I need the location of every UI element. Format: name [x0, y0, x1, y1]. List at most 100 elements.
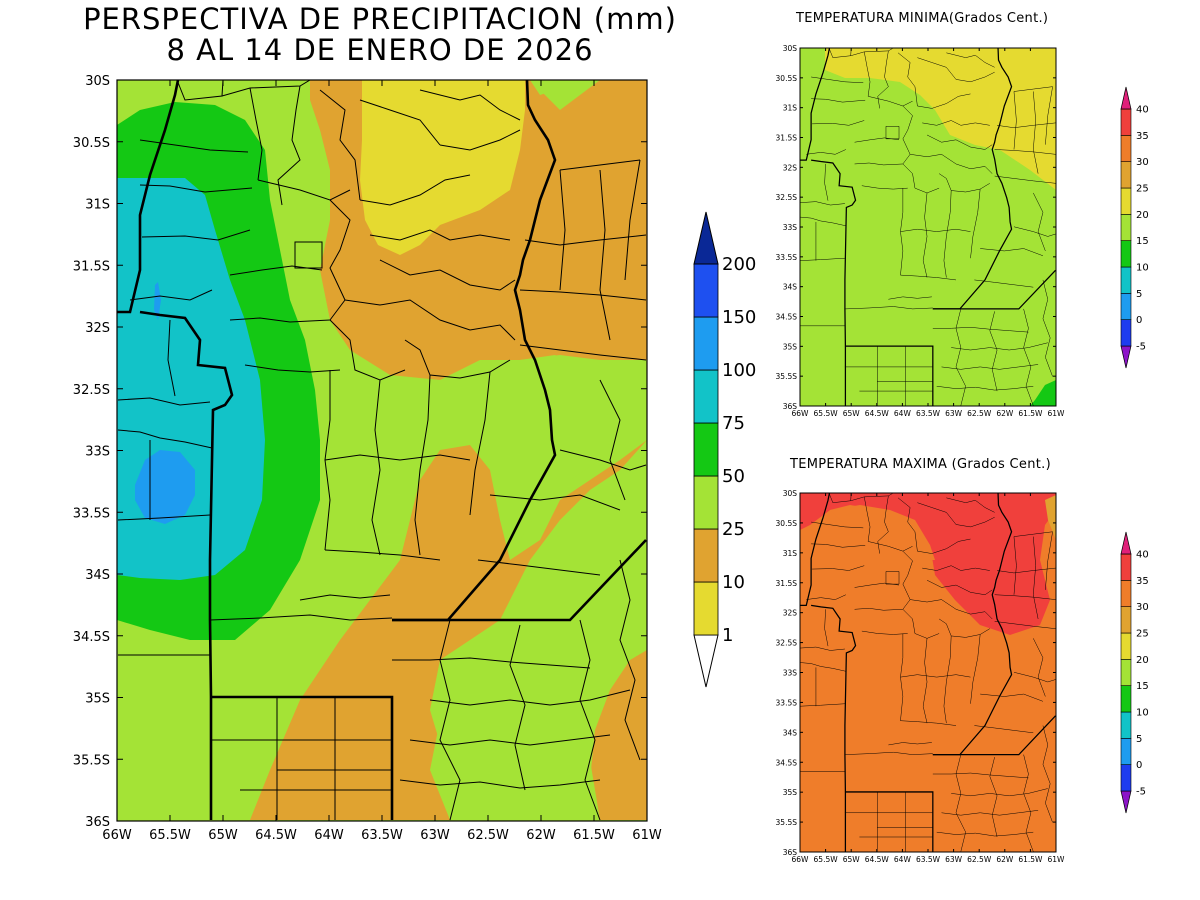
tmax-colorbar-label: 20	[1136, 655, 1149, 666]
tmax-lat-label: 30S	[783, 489, 798, 498]
tmin-lon-label: 63.5W	[916, 409, 941, 418]
precip-lon-label: 64.5W	[255, 828, 297, 843]
tmin-lon-label: 66W	[792, 409, 810, 418]
precip-lat-label: 30S	[85, 74, 110, 89]
tmin-lon-label: 65.5W	[814, 409, 839, 418]
tmin-colorbar-label: 30	[1136, 157, 1149, 168]
tmin-lat-label: 30.5S	[776, 74, 798, 83]
precip-colorbar-upper-tip	[693, 211, 719, 265]
tmax-colorbar-swatch	[1120, 738, 1132, 765]
tmax-lon-label: 64W	[894, 855, 912, 864]
precip-lat-label: 35.5S	[73, 753, 110, 768]
tmin-lat-label: 35S	[783, 342, 798, 351]
tmax-lon-label: 62.5W	[967, 855, 992, 864]
tmin-lat-label: 31S	[783, 104, 798, 113]
tmin-lon-label: 64W	[894, 409, 912, 418]
precip-lon-label: 65W	[208, 828, 238, 843]
tmax-zone-35-40	[800, 493, 1056, 635]
tmin-lon-label: 61W	[1048, 409, 1066, 418]
tmax-lon-label: 61W	[1048, 855, 1066, 864]
precip-lat-label: 33S	[85, 445, 110, 460]
precip-zone-25-50-southeast	[430, 440, 647, 820]
tmin-colorbar-swatch	[1120, 161, 1132, 189]
tmin-colorbar-label: 35	[1136, 131, 1149, 142]
precip-colorbar: 1 10 25 50 75 100 150 200	[693, 211, 756, 688]
tmin-colorbar-label: 10	[1136, 263, 1149, 274]
tmin-colorbar-swatch	[1120, 108, 1132, 136]
tmin-colorbar-swatch	[1120, 214, 1132, 241]
tmax-colorbar-swatch	[1120, 764, 1132, 792]
tmax-colorbar-label: 40	[1136, 550, 1149, 561]
precip-lon-label: 65.5W	[149, 828, 191, 843]
precipitation-map: 30S 30.5S 31S 31.5S 32S 32.5S 33S 33.5S 34S 34.5S…	[73, 74, 662, 843]
precip-zone-25-50-ne	[530, 80, 600, 95]
tmin-map: 30S 30.5S 31S 31.5S 32S 32.5S 33S 33.5S 34S 34.5S…	[776, 44, 1149, 418]
tmax-lat-label: 32.5S	[776, 639, 798, 648]
tmin-zone-20-25	[825, 48, 1056, 190]
tmin-lon-label: 62.5W	[967, 409, 992, 418]
tmin-colorbar-label: 0	[1136, 315, 1142, 326]
tmin-lat-label: 36S	[783, 402, 798, 411]
tmax-colorbar-label: 15	[1136, 681, 1149, 692]
precip-colorbar-label: 200	[722, 254, 756, 275]
tmax-zone-25-30	[1045, 495, 1056, 540]
precip-lon-label: 62.5W	[467, 828, 509, 843]
tmax-zone-30-35-inner	[830, 505, 935, 560]
precip-zone-100-150-small	[154, 282, 161, 320]
tmin-lon-label: 63W	[945, 409, 963, 418]
tmax-colorbar-label: 25	[1136, 629, 1149, 640]
precip-colorbar-swatch	[693, 316, 719, 371]
precip-lon-label: 61.5W	[573, 828, 615, 843]
tmax-colorbar-label: 35	[1136, 576, 1149, 587]
precip-lat-label: 30.5S	[73, 136, 110, 151]
precip-colorbar-swatch	[693, 369, 719, 424]
tmax-lat-label: 31S	[783, 549, 798, 558]
tmax-colorbar-upper-tip	[1120, 531, 1132, 555]
tmax-colorbar-label: 30	[1136, 602, 1149, 613]
precip-colorbar-swatch	[693, 475, 719, 530]
tmax-lat-label: 33.5S	[776, 698, 798, 707]
tmin-colorbar-label: 40	[1136, 105, 1149, 116]
precip-lon-label: 66W	[102, 828, 132, 843]
precip-lat-label: 33.5S	[73, 506, 110, 521]
tmin-lat-label: 33.5S	[776, 253, 798, 262]
tmax-lon-label: 61.5W	[1018, 855, 1043, 864]
tmax-lon-label: 64.5W	[865, 855, 890, 864]
precip-lon-label: 63.5W	[361, 828, 403, 843]
tmin-axes: 30S 30.5S 31S 31.5S 32S 32.5S 33S 33.5S 34S 34.5S…	[776, 44, 1066, 418]
precip-zone-1-10	[360, 80, 525, 255]
precip-lat-label: 34.5S	[73, 630, 110, 645]
precip-lat-label: 32S	[85, 321, 110, 336]
tmin-colorbar-swatch	[1120, 319, 1132, 347]
tmin-colorbar-swatch	[1120, 293, 1132, 320]
precip-colorbar-label: 50	[722, 466, 745, 487]
precip-colorbar-label: 25	[722, 519, 745, 540]
tmin-colorbar-label: 25	[1136, 184, 1149, 195]
precipitation-title-line2: 8 AL 14 DE ENERO DE 2026	[166, 33, 594, 67]
tmin-lon-label: 64.5W	[865, 409, 890, 418]
tmin-lat-label: 32S	[783, 163, 798, 172]
precip-lat-label: 32.5S	[73, 383, 110, 398]
precipitation-title-line1: PERSPECTIVA DE PRECIPITACION (mm)	[83, 2, 677, 36]
tmax-colorbar-swatch	[1120, 711, 1132, 739]
tmin-colorbar-label: 15	[1136, 236, 1149, 247]
tmax-colorbar-swatch	[1120, 606, 1132, 634]
precip-colorbar-label: 100	[722, 360, 756, 381]
precip-lon-label: 64W	[314, 828, 344, 843]
tmin-lat-label: 34.5S	[776, 313, 798, 322]
tmax-lon-label: 65.5W	[814, 855, 839, 864]
precip-lat-label: 36S	[85, 815, 110, 830]
tmin-colorbar-upper-tip	[1120, 86, 1132, 110]
tmin-lat-label: 30S	[783, 44, 798, 53]
tmin-lat-label: 33S	[783, 223, 798, 232]
tmax-lat-label: 34S	[783, 728, 798, 737]
precip-lon-label: 62W	[526, 828, 556, 843]
tmin-lat-label: 35.5S	[776, 372, 798, 381]
tmin-colorbar-label: -5	[1136, 342, 1146, 353]
precip-colorbar-label: 1	[722, 625, 733, 646]
tmax-lat-label: 35S	[783, 788, 798, 797]
tmin-colorbar-lower-tip	[1120, 345, 1132, 369]
tmax-lon-label: 63W	[945, 855, 963, 864]
tmax-lat-label: 34.5S	[776, 758, 798, 767]
precipitation-map-title: PERSPECTIVA DE PRECIPITACION (mm) 8 AL 1…	[60, 4, 700, 66]
